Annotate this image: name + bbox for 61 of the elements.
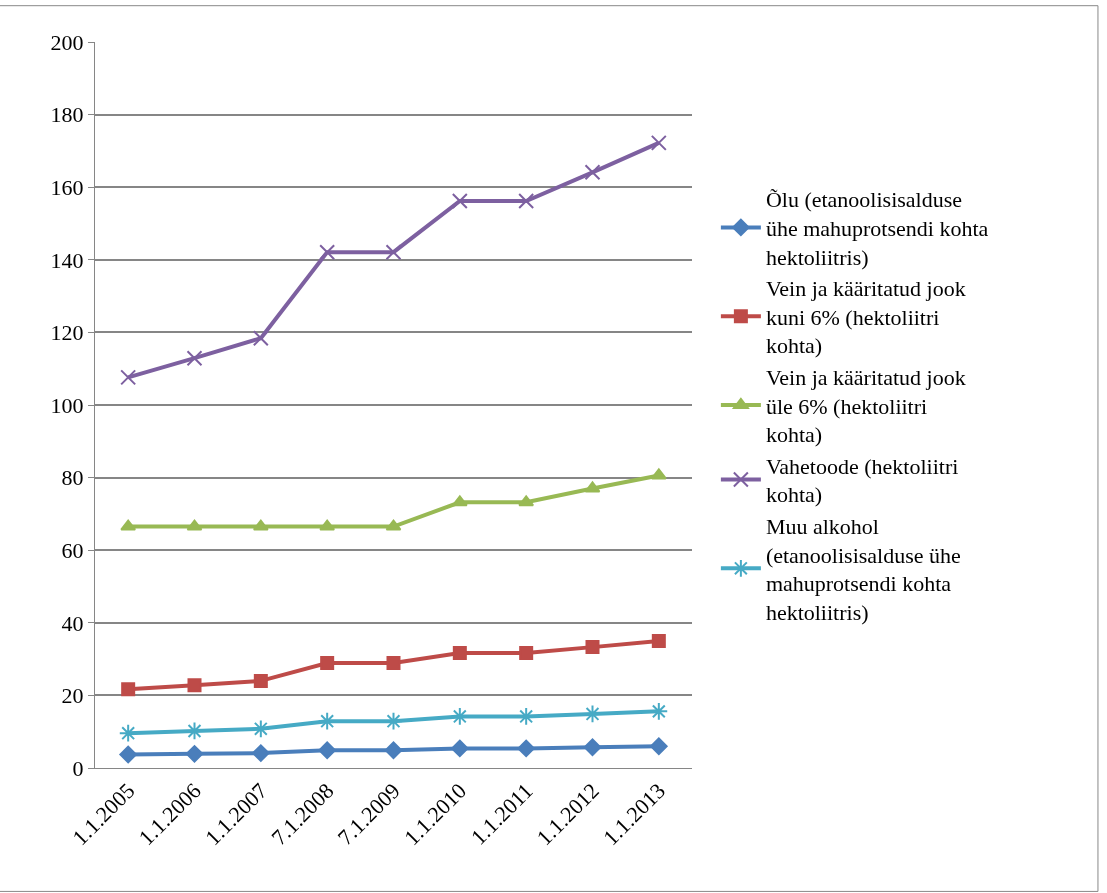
point: [319, 244, 336, 261]
point: [516, 707, 536, 726]
point: [585, 640, 600, 655]
point: [650, 468, 667, 480]
point: [584, 481, 601, 493]
legend-label: Muu alkohol (etanoolisisalduse ühe mahuprotsendi kohta hektoliitris): [765, 513, 961, 625]
point: [317, 711, 337, 731]
legend-label: Õlu (etanoolisisalduse ühe mahuprotsendi kohta hektoliitris): [765, 187, 989, 270]
point: [583, 704, 602, 724]
point: [120, 519, 137, 531]
point: [385, 519, 402, 531]
point: [385, 244, 402, 261]
legend-label: Vein ja kääritatud jook kuni 6% (hektoliitri kohta): [765, 276, 966, 359]
point: [452, 645, 467, 660]
point: [187, 678, 202, 693]
point: [120, 369, 137, 386]
point: [650, 134, 667, 151]
point: [185, 721, 204, 741]
point: [118, 723, 138, 743]
y-tick-label: 120: [50, 320, 84, 346]
point: [320, 656, 335, 671]
y-tick-label: 20: [61, 683, 84, 709]
point: [649, 701, 669, 721]
y-tick-label: 60: [61, 537, 84, 563]
point: [186, 350, 203, 367]
y-tick-label: 0: [72, 755, 84, 781]
point: [186, 519, 203, 531]
point: [451, 495, 468, 507]
point: [384, 741, 403, 760]
point: [384, 711, 403, 731]
y-tick-label: 200: [50, 29, 84, 55]
point: [583, 738, 602, 757]
y-tick-label: 140: [50, 247, 84, 273]
point: [517, 739, 535, 758]
point: [318, 741, 336, 760]
point: [518, 192, 535, 209]
point: [251, 719, 271, 739]
y-tick-label: 160: [50, 174, 84, 200]
point: [253, 673, 268, 688]
y-tick-label: 40: [61, 610, 84, 636]
point: [584, 164, 601, 181]
y-tick-label: 180: [50, 102, 84, 128]
point: [451, 739, 469, 758]
point: [252, 519, 269, 531]
legend-label: Vein ja kääritatud jook üle 6% (hektoliitri kohta): [765, 364, 966, 448]
y-tick-label: 80: [61, 465, 84, 491]
point: [319, 519, 336, 531]
point: [450, 707, 470, 726]
point: [185, 745, 204, 763]
point: [121, 682, 136, 697]
point: [518, 495, 535, 507]
point: [386, 656, 401, 671]
point: [650, 737, 668, 756]
point: [519, 645, 534, 660]
point: [651, 633, 666, 648]
y-tick-label: 100: [50, 392, 84, 418]
point: [252, 744, 270, 762]
point: [252, 330, 269, 347]
point: [451, 192, 468, 209]
legend-label: Vahetoode (hektoliitri kohta): [765, 453, 959, 508]
point: [119, 745, 137, 764]
